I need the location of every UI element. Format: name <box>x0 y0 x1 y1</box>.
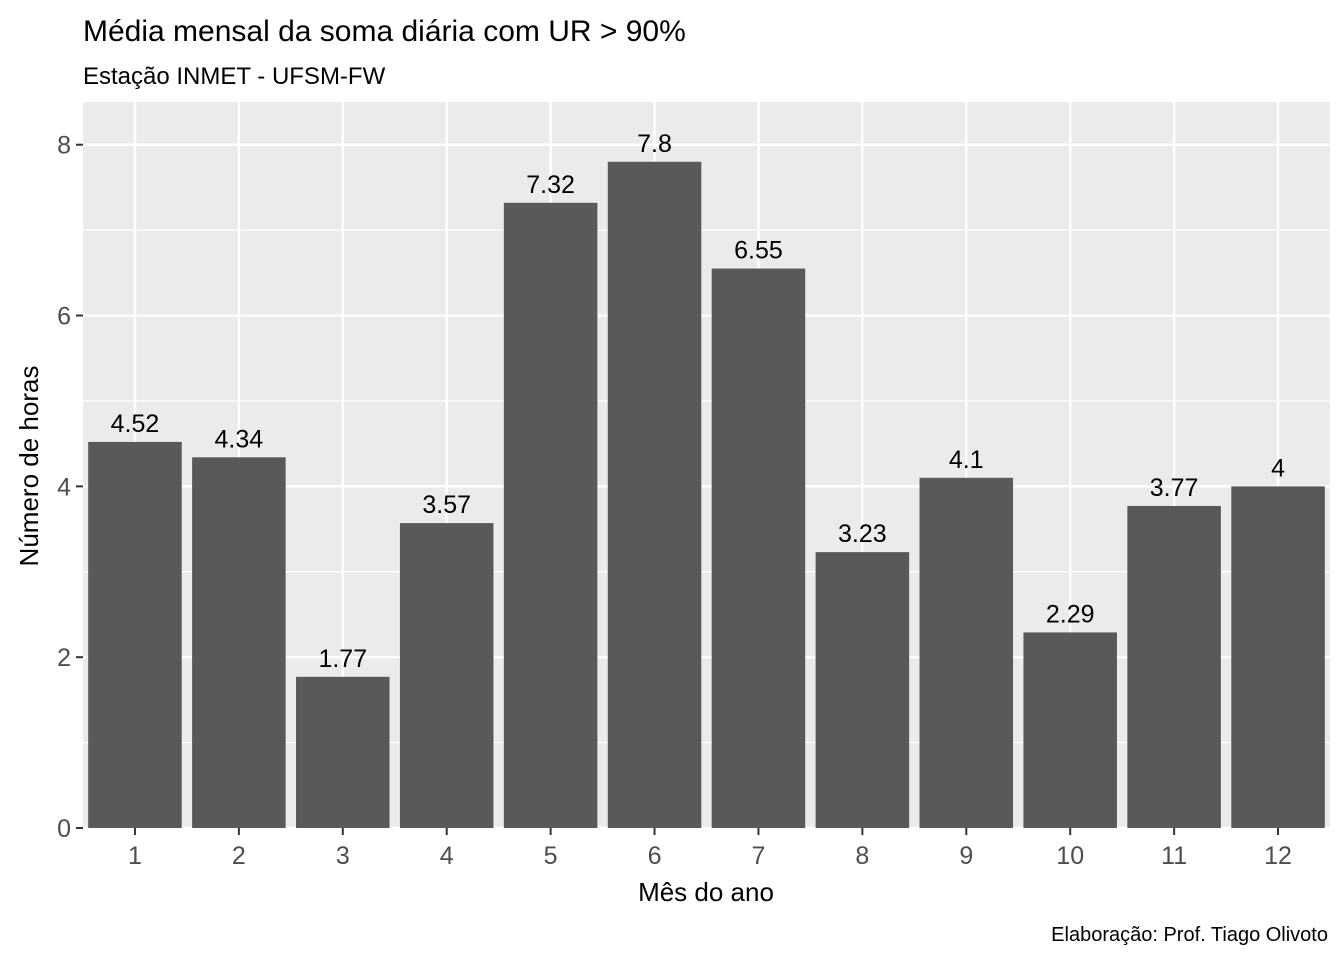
x-tick-label: 8 <box>855 842 869 870</box>
x-tick-label: 10 <box>1056 842 1084 870</box>
bar <box>815 552 910 828</box>
chart-caption: Elaboração: Prof. Tiago Olivoto <box>1051 924 1328 946</box>
bar <box>192 457 286 828</box>
x-tick-label: 7 <box>752 842 766 870</box>
x-tick-label: 4 <box>440 842 454 870</box>
x-axis-title: Mês do ano <box>638 877 774 907</box>
bar <box>1231 486 1325 828</box>
x-tick-label: 5 <box>544 842 558 870</box>
x-tick-label: 3 <box>336 842 350 870</box>
x-tick-label: 12 <box>1264 842 1292 870</box>
data-label: 2.29 <box>1046 600 1095 628</box>
data-label: 7.32 <box>526 171 575 199</box>
y-tick-label: 2 <box>57 644 71 672</box>
data-label: 3.77 <box>1150 474 1199 502</box>
y-tick-label: 0 <box>57 815 71 843</box>
plot-panel <box>83 102 1330 828</box>
data-label: 7.8 <box>637 130 672 158</box>
y-tick-label: 4 <box>57 473 71 501</box>
x-tick-label: 6 <box>648 842 662 870</box>
x-tick-label: 11 <box>1161 842 1187 870</box>
bar <box>88 441 182 828</box>
y-tick-label: 8 <box>57 132 71 160</box>
bar <box>1127 505 1221 828</box>
x-tick-label: 9 <box>959 842 973 870</box>
data-label: 4.1 <box>949 446 984 474</box>
bar <box>919 477 1014 828</box>
data-label: 4 <box>1271 454 1285 482</box>
bar <box>399 523 494 828</box>
data-label: 6.55 <box>734 237 783 265</box>
bar <box>607 161 702 829</box>
chart-title: Média mensal da soma diária com UR > 90% <box>83 15 686 48</box>
bar <box>711 268 806 828</box>
y-axis-title: Número de horas <box>14 366 44 567</box>
data-label: 4.34 <box>215 425 264 453</box>
bar <box>296 676 390 828</box>
bar <box>503 202 598 828</box>
bars <box>88 161 1325 829</box>
data-label: 4.52 <box>111 410 160 438</box>
data-label: 3.23 <box>838 520 887 548</box>
chart-subtitle: Estação INMET - UFSM-FW <box>83 63 386 90</box>
bar <box>1023 632 1117 828</box>
y-tick-label: 6 <box>57 303 71 331</box>
x-tick-label: 1 <box>128 842 142 870</box>
data-label: 3.57 <box>422 491 471 519</box>
x-tick-label: 2 <box>232 842 246 870</box>
data-label: 1.77 <box>318 645 367 673</box>
data-labels: 4.52 4.34 1.77 3.57 7.32 7.8 6.55 3.23 4.1 2.29 3.… <box>111 130 1285 673</box>
